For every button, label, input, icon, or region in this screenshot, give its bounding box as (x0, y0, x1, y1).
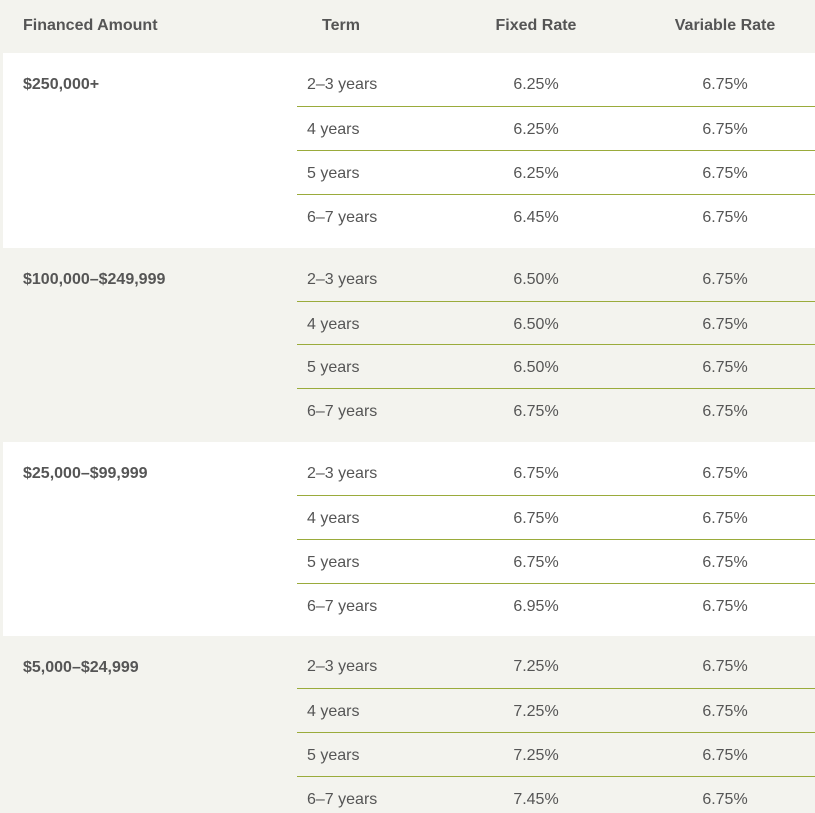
term-cell: 6–7 years (307, 209, 378, 226)
fixed-rate-cell: 6.75% (513, 510, 559, 527)
variable-rate-cell: 6.75% (702, 209, 748, 226)
variable-rate-cell: 6.75% (702, 271, 748, 288)
fixed-rate-cell: 6.75% (513, 403, 559, 420)
amount-group-25k-99k: $25,000–$99,999 2–3 years 6.75% 6.75% 4 … (3, 442, 815, 636)
header-term: Term (322, 17, 360, 34)
amount-group-250k-plus: $250,000+ 2–3 years 6.25% 6.75% 4 years … (3, 53, 815, 248)
fixed-rate-cell: 6.50% (513, 359, 559, 376)
fixed-rate-cell: 7.45% (513, 791, 559, 808)
table-row: 6–7 years 6.45% 6.75% (297, 194, 815, 239)
fixed-rate-cell: 7.25% (513, 747, 559, 764)
term-cell: 6–7 years (307, 791, 378, 808)
variable-rate-cell: 6.75% (702, 510, 748, 527)
table-row: 2–3 years 6.25% 6.75% (297, 62, 815, 106)
variable-rate-cell: 6.75% (702, 658, 748, 675)
financed-amount-label: $250,000+ (23, 76, 100, 93)
header-fixed-rate: Fixed Rate (495, 17, 577, 34)
term-cell: 2–3 years (307, 271, 378, 288)
variable-rate-cell: 6.75% (702, 165, 748, 182)
fixed-rate-cell: 6.50% (513, 316, 559, 333)
term-cell: 4 years (307, 316, 360, 333)
table-row: 5 years 6.50% 6.75% (297, 344, 815, 389)
term-cell: 6–7 years (307, 403, 378, 420)
variable-rate-cell: 6.75% (702, 465, 748, 482)
table-row: 6–7 years 6.95% 6.75% (297, 583, 815, 628)
term-cell: 2–3 years (307, 658, 378, 675)
term-cell: 5 years (307, 359, 360, 376)
term-cell: 5 years (307, 554, 360, 571)
variable-rate-cell: 6.75% (702, 747, 748, 764)
fixed-rate-cell: 6.75% (513, 465, 559, 482)
amount-group-100k-249k: $100,000–$249,999 2–3 years 6.50% 6.75% … (0, 248, 815, 442)
fixed-rate-cell: 6.25% (513, 121, 559, 138)
variable-rate-cell: 6.75% (702, 76, 748, 93)
fixed-rate-cell: 6.50% (513, 271, 559, 288)
table-row: 4 years 6.75% 6.75% (297, 495, 815, 540)
fixed-rate-cell: 6.95% (513, 598, 559, 615)
header-variable-rate: Variable Rate (674, 17, 776, 34)
table-header: Financed Amount Term Fixed Rate Variable… (0, 0, 815, 53)
term-cell: 4 years (307, 121, 360, 138)
variable-rate-cell: 6.75% (702, 316, 748, 333)
header-financed-amount: Financed Amount (23, 17, 158, 34)
amount-group-5k-24k: $5,000–$24,999 2–3 years 7.25% 6.75% 4 y… (0, 636, 815, 813)
variable-rate-cell: 6.75% (702, 403, 748, 420)
table-row: 6–7 years 7.45% 6.75% (297, 776, 815, 813)
fixed-rate-cell: 6.25% (513, 165, 559, 182)
variable-rate-cell: 6.75% (702, 598, 748, 615)
term-cell: 5 years (307, 165, 360, 182)
term-cell: 2–3 years (307, 76, 378, 93)
table-row: 5 years 7.25% 6.75% (297, 732, 815, 777)
term-cell: 4 years (307, 510, 360, 527)
table-row: 5 years 6.25% 6.75% (297, 150, 815, 195)
table-row: 5 years 6.75% 6.75% (297, 539, 815, 584)
fixed-rate-cell: 6.25% (513, 76, 559, 93)
table-row: 6–7 years 6.75% 6.75% (297, 388, 815, 433)
variable-rate-cell: 6.75% (702, 703, 748, 720)
table-row: 4 years 6.25% 6.75% (297, 106, 815, 151)
term-cell: 4 years (307, 703, 360, 720)
fixed-rate-cell: 6.45% (513, 209, 559, 226)
financed-amount-label: $5,000–$24,999 (23, 659, 139, 676)
variable-rate-cell: 6.75% (702, 791, 748, 808)
table-row: 2–3 years 6.75% 6.75% (297, 451, 815, 495)
variable-rate-cell: 6.75% (702, 554, 748, 571)
financed-amount-label: $25,000–$99,999 (23, 465, 148, 482)
fixed-rate-cell: 6.75% (513, 554, 559, 571)
term-cell: 5 years (307, 747, 360, 764)
term-cell: 6–7 years (307, 598, 378, 615)
fixed-rate-cell: 7.25% (513, 703, 559, 720)
variable-rate-cell: 6.75% (702, 121, 748, 138)
table-row: 2–3 years 7.25% 6.75% (297, 644, 815, 688)
table-row: 4 years 6.50% 6.75% (297, 301, 815, 346)
term-cell: 2–3 years (307, 465, 378, 482)
table-row: 4 years 7.25% 6.75% (297, 688, 815, 733)
financed-amount-label: $100,000–$249,999 (23, 271, 166, 288)
variable-rate-cell: 6.75% (702, 359, 748, 376)
table-row: 2–3 years 6.50% 6.75% (297, 257, 815, 301)
fixed-rate-cell: 7.25% (513, 658, 559, 675)
